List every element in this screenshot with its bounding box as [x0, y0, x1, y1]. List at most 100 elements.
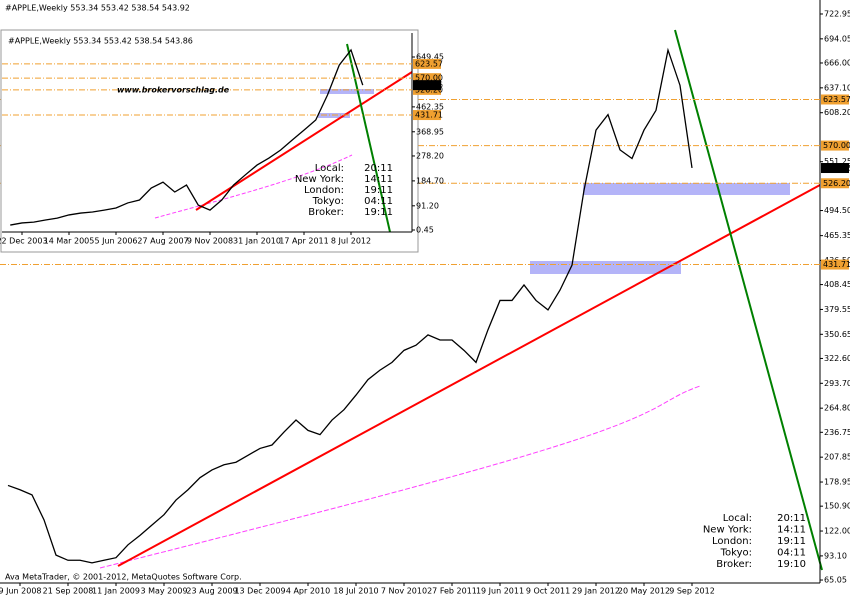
- y-tick-label: 178.95: [824, 478, 850, 487]
- y-tick-label: 65.05: [824, 576, 847, 585]
- clock-label: Broker:: [716, 559, 752, 570]
- clock-time: 19:11: [777, 536, 806, 547]
- price-line: [7, 47, 693, 564]
- chart-title: #APPLE,Weekly 553.34 553.42 538.54 543.8…: [8, 37, 193, 46]
- x-tick-label: 27 Aug 2007: [137, 237, 188, 246]
- clock-time: 04:11: [364, 196, 393, 207]
- x-tick-label: 27 Feb 2011: [427, 587, 477, 596]
- y-tick-label: 236.75: [824, 428, 850, 437]
- level-label: 431.71: [823, 260, 850, 269]
- moving-average: [99, 385, 701, 569]
- clock-time: 19:11: [364, 207, 393, 218]
- y-tick-label: 278.20: [416, 151, 444, 160]
- y-tick-label: 0.45: [416, 226, 434, 235]
- trend-line: [117, 184, 821, 567]
- price-line: [10, 48, 364, 226]
- level-tag: [413, 58, 441, 69]
- x-tick-label: 8 Jul 2012: [331, 237, 371, 246]
- clock-label: New York:: [703, 525, 752, 536]
- y-tick-label: 293.70: [824, 379, 850, 388]
- y-tick-label: 122.00: [824, 527, 850, 536]
- y-tick-label: 694.05: [824, 34, 850, 43]
- level-label: 623.57: [823, 95, 850, 104]
- x-tick-label: 4 Apr 2010: [286, 587, 330, 596]
- y-tick-label: 608.20: [824, 108, 850, 117]
- x-tick-label: 31 Jan 2010: [233, 237, 281, 246]
- x-tick-label: 9 Sep 2012: [669, 587, 715, 596]
- y-tick-label: 551.25: [824, 157, 850, 166]
- x-tick-label: 3 May 2009: [140, 587, 187, 596]
- price-tag: [413, 80, 441, 91]
- clock-label: Tokyo:: [720, 548, 752, 559]
- zone: [320, 89, 374, 94]
- y-tick-label: 462.35: [416, 102, 444, 111]
- x-tick-label: 9 Oct 2011: [526, 587, 570, 596]
- clock-time: 19:11: [364, 185, 393, 196]
- x-tick-label: 23 Aug 2009: [186, 587, 237, 596]
- clock-time: 14:11: [364, 174, 393, 185]
- y-tick-label: 637.10: [824, 83, 850, 92]
- trend-line: [674, 29, 823, 571]
- x-tick-label: 18 Jul 2010: [333, 587, 378, 596]
- x-tick-label: 14 Mar 2005: [44, 237, 95, 246]
- y-tick-label: 722.95: [824, 9, 850, 18]
- moving-average: [154, 154, 353, 219]
- y-tick-label: 666.00: [824, 58, 850, 67]
- level-tag: [821, 140, 849, 151]
- x-tick-label: 11 Jan 2009: [92, 587, 140, 596]
- x-tick-label: 17 Apr 2011: [279, 237, 328, 246]
- x-tick-label: 5 Jun 2006: [94, 237, 137, 246]
- level-label: 570.00: [415, 74, 443, 83]
- trend-line: [346, 43, 391, 233]
- y-tick-label: 93.10: [824, 551, 847, 560]
- y-tick-label: 91.20: [416, 201, 439, 210]
- y-tick-label: 408.45: [824, 280, 850, 289]
- x-tick-label: 13 Dec 2009: [234, 587, 285, 596]
- clock-time: 20:11: [777, 513, 806, 524]
- clock-time: 14:11: [777, 525, 806, 536]
- x-tick-label: 9 Jun 2008: [0, 587, 42, 596]
- y-tick-label: 350.65: [824, 330, 850, 339]
- x-tick-label: 19 Jun 2011: [476, 587, 524, 596]
- y-tick-label: 322.60: [824, 354, 850, 363]
- clock-time: 19:10: [777, 559, 806, 570]
- y-tick-label: 465.35: [824, 231, 850, 240]
- level-tag: [821, 94, 849, 105]
- x-tick-label: 22 Dec 2003: [0, 237, 48, 246]
- clock-label: Local:: [723, 513, 752, 524]
- x-tick-label: 20 May 2012: [618, 587, 670, 596]
- y-tick-label: 649.45: [416, 53, 444, 62]
- price-tag: [821, 163, 849, 174]
- level-tag: [413, 73, 441, 84]
- inset-chart: 649.45 462.35 368.95 278.20 184.70 91.20 0.45 6…: [0, 29, 444, 253]
- clock-label: Broker:: [308, 207, 344, 218]
- x-tick-label: 21 Sep 2008: [43, 587, 94, 596]
- level-label: 431.71: [415, 111, 443, 120]
- clock-time: 20:11: [364, 163, 393, 174]
- y-tick-label: 150.90: [824, 502, 850, 511]
- copyright: Ava MetaTrader, © 2001-2012, MetaQuotes …: [5, 573, 242, 582]
- level-tag: [821, 259, 849, 270]
- clock-label: London:: [304, 185, 344, 196]
- zone: [583, 183, 790, 195]
- price-label: 543.86: [415, 81, 443, 90]
- y-tick-label: 184.70: [416, 176, 444, 185]
- clock-label: New York:: [295, 174, 344, 185]
- price-label: 543.92: [823, 164, 850, 173]
- level-tag: [413, 110, 441, 121]
- y-tick-label: 207.85: [824, 453, 850, 462]
- y-tick-label: 368.95: [416, 127, 444, 136]
- x-tick-label: 7 Nov 2010: [381, 587, 427, 596]
- clock-label: London:: [712, 536, 752, 547]
- y-tick-label: 379.55: [824, 305, 850, 314]
- level-label: 526.20: [823, 179, 850, 188]
- clock-label: Tokyo:: [312, 196, 344, 207]
- clock-time: 04:11: [777, 548, 806, 559]
- watermark: www.brokervorschlag.de: [117, 86, 230, 95]
- x-tick-label: 29 Jan 2012: [572, 587, 620, 596]
- chart-title: #APPLE,Weekly 553.34 553.42 538.54 543.9…: [5, 4, 190, 13]
- level-tag: [821, 178, 849, 189]
- level-label: 570.00: [823, 141, 850, 150]
- clock-label: Local:: [315, 163, 344, 174]
